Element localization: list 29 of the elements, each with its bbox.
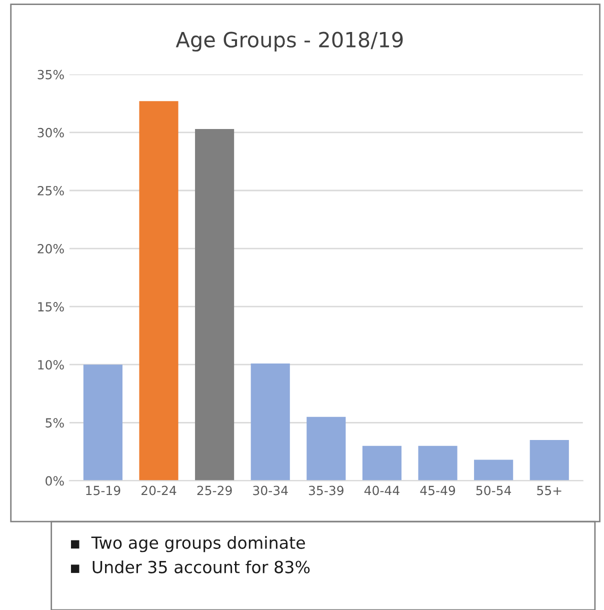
x-tick-label: 20-24 [142, 486, 176, 496]
y-tick-label: 30% [38, 128, 64, 138]
y-tick-label: 25% [38, 186, 64, 196]
bar [250, 363, 290, 481]
bar [474, 460, 514, 481]
bar [306, 416, 346, 481]
y-tick-label: 35% [38, 70, 64, 80]
bar [530, 440, 569, 481]
y-tick-label: 15% [38, 302, 64, 312]
bar [195, 128, 234, 481]
bar [139, 101, 178, 481]
x-tick-label: 25-29 [197, 486, 232, 496]
bar [362, 446, 402, 481]
x-tick-label: 45-49 [420, 486, 456, 496]
y-tick-label: 0% [46, 476, 64, 486]
y-tick-label: 10% [38, 360, 64, 370]
y-tick-label: 5% [46, 418, 64, 428]
bar [418, 446, 458, 481]
x-tick-label: 50-54 [476, 486, 512, 496]
x-tick-label: 40-44 [364, 486, 400, 496]
chart-title: Age Groups - 2018/19 [176, 32, 403, 52]
x-tick-label: 15-19 [86, 486, 120, 496]
x-tick-label: 30-34 [253, 486, 288, 496]
bar [83, 364, 122, 481]
text: ▪ Two age groups dominate [70, 536, 305, 552]
text: ▪ Under 35 account for 83% [70, 560, 310, 574]
x-tick-label: 35-39 [308, 486, 344, 496]
y-tick-label: 20% [38, 244, 64, 254]
x-tick-label: 55+ [537, 486, 562, 496]
